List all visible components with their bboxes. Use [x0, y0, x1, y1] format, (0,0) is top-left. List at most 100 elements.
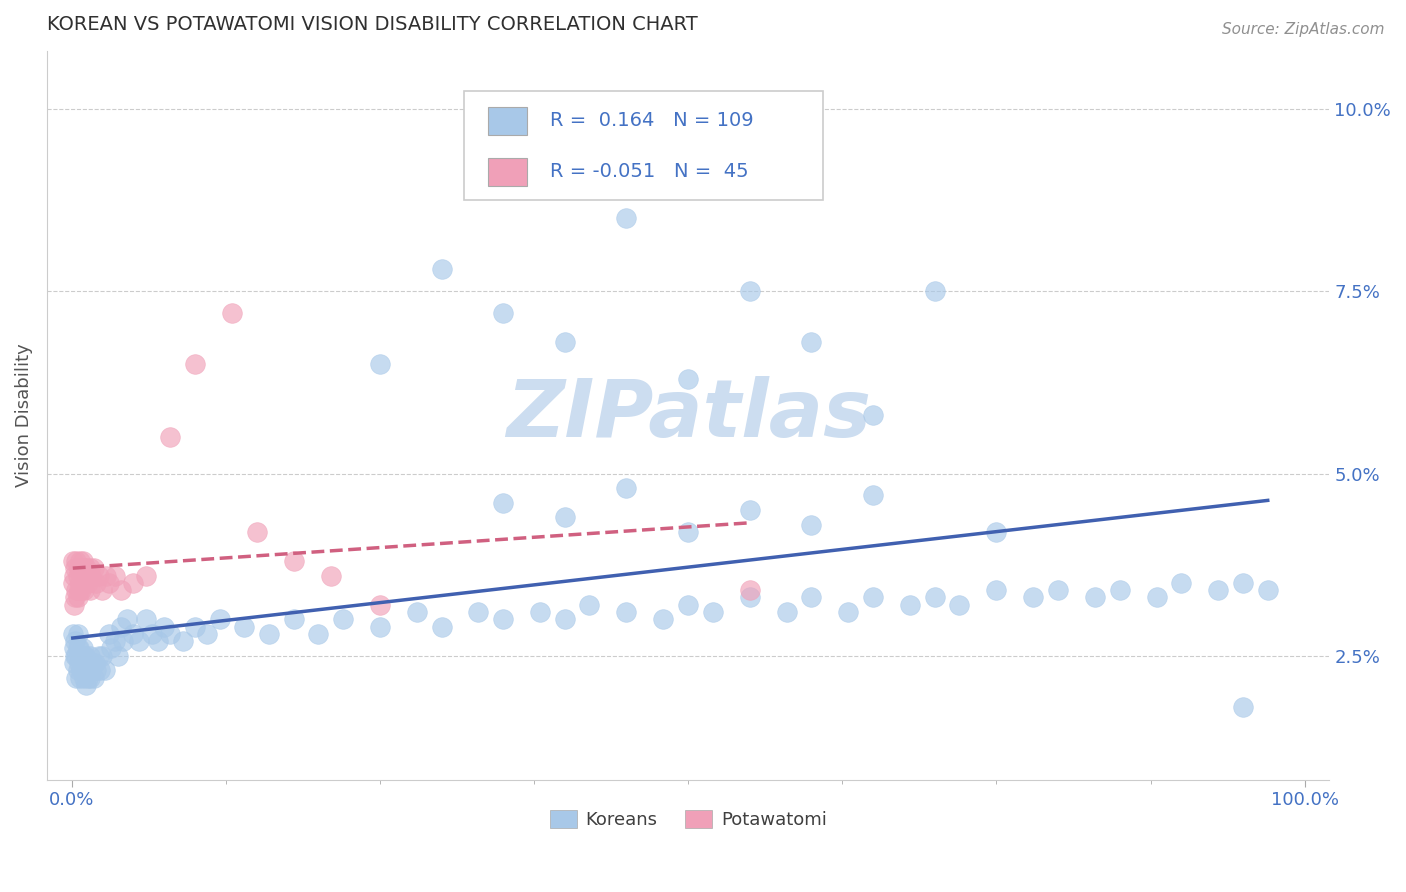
Point — [75, 561, 97, 575]
Point — [79, 561, 101, 575]
Point — [83, 561, 105, 575]
Point — [702, 605, 724, 619]
Point — [862, 488, 884, 502]
Point — [307, 627, 329, 641]
Point — [776, 605, 799, 619]
Point — [800, 335, 823, 350]
Text: Source: ZipAtlas.com: Source: ZipAtlas.com — [1222, 22, 1385, 37]
Point — [898, 598, 921, 612]
Point — [283, 612, 305, 626]
Point — [94, 568, 117, 582]
Point — [91, 583, 114, 598]
Point — [1208, 583, 1230, 598]
Point — [676, 598, 699, 612]
Point — [738, 503, 761, 517]
Point — [72, 575, 94, 590]
Point — [738, 583, 761, 598]
Point — [837, 605, 859, 619]
Point — [616, 605, 638, 619]
Point — [66, 591, 89, 605]
Point — [1257, 583, 1279, 598]
Point — [122, 627, 145, 641]
Point — [529, 605, 551, 619]
Point — [97, 627, 120, 641]
Point — [75, 678, 97, 692]
Point — [492, 612, 515, 626]
Point — [616, 211, 638, 226]
Point — [70, 561, 93, 575]
Point — [70, 583, 93, 598]
Point — [492, 306, 515, 320]
Point — [87, 568, 110, 582]
Point — [319, 568, 342, 582]
Point — [67, 656, 90, 670]
Point — [79, 583, 101, 598]
Point — [72, 554, 94, 568]
Point — [84, 656, 107, 670]
Point — [195, 627, 218, 641]
Point — [77, 568, 100, 582]
Bar — [488, 107, 526, 135]
Point — [62, 554, 84, 568]
Point — [97, 575, 120, 590]
Point — [986, 583, 1008, 598]
Point — [110, 619, 132, 633]
Point — [72, 656, 94, 670]
Point — [94, 663, 117, 677]
Point — [75, 648, 97, 663]
Point — [1047, 583, 1070, 598]
Point — [135, 612, 157, 626]
Point — [69, 554, 91, 568]
Point — [84, 575, 107, 590]
Point — [430, 262, 453, 277]
Point — [69, 671, 91, 685]
Point — [172, 634, 194, 648]
Point — [63, 598, 86, 612]
Point — [104, 634, 127, 648]
Point — [221, 306, 243, 320]
Point — [283, 554, 305, 568]
Point — [112, 634, 135, 648]
Point — [67, 641, 90, 656]
Point — [63, 641, 86, 656]
Text: R =  0.164   N = 109: R = 0.164 N = 109 — [550, 112, 754, 130]
Point — [65, 583, 87, 598]
Point — [159, 627, 181, 641]
Point — [76, 575, 98, 590]
Point — [676, 372, 699, 386]
Point — [65, 591, 87, 605]
Point — [141, 627, 163, 641]
Point — [924, 591, 946, 605]
Point — [73, 671, 96, 685]
Point — [948, 598, 970, 612]
Point — [75, 568, 97, 582]
Point — [73, 561, 96, 575]
Point — [79, 648, 101, 663]
Point — [62, 575, 84, 590]
Point — [115, 612, 138, 626]
Point — [405, 605, 427, 619]
Point — [80, 663, 103, 677]
Point — [79, 671, 101, 685]
Point — [66, 568, 89, 582]
Point — [80, 568, 103, 582]
Point — [72, 641, 94, 656]
Point — [104, 568, 127, 582]
Point — [1084, 591, 1107, 605]
Point — [63, 656, 86, 670]
Point — [91, 648, 114, 663]
Point — [66, 627, 89, 641]
Point — [159, 430, 181, 444]
Point — [1108, 583, 1130, 598]
Point — [554, 510, 576, 524]
Point — [65, 561, 87, 575]
FancyBboxPatch shape — [464, 91, 823, 200]
Point — [368, 598, 391, 612]
Point — [492, 496, 515, 510]
Point — [73, 648, 96, 663]
Point — [578, 598, 600, 612]
Point — [146, 634, 169, 648]
Point — [65, 648, 87, 663]
Point — [69, 648, 91, 663]
Point — [233, 619, 256, 633]
